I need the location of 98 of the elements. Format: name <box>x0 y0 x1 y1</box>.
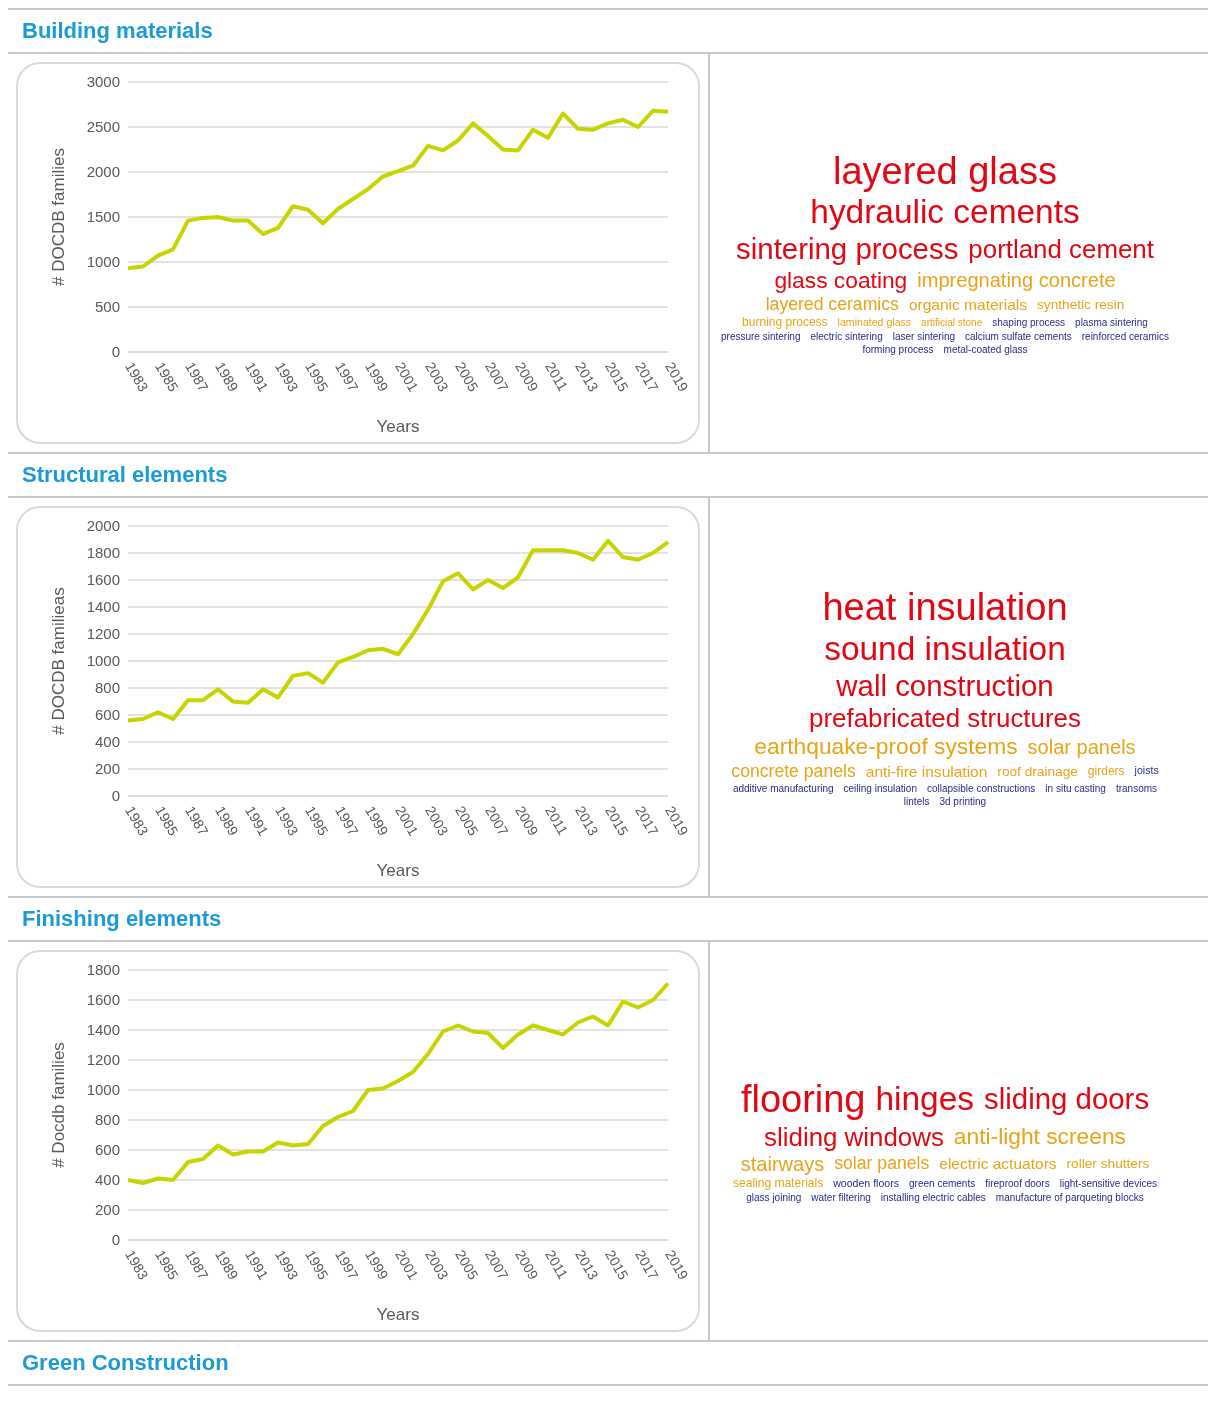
y-tick-label: 200 <box>94 1201 120 1219</box>
text: girders <box>1087 763 1125 778</box>
text: portland cement <box>968 235 1154 264</box>
text: organic materials <box>908 295 1028 313</box>
text: collapsible constructions <box>926 782 1036 794</box>
text: electric actuators <box>939 1155 1057 1173</box>
y-tick-label: 600 <box>94 1141 120 1159</box>
y-tick-label: 0 <box>111 343 120 361</box>
text: earthquake-proof systems <box>754 733 1018 760</box>
text: glass joining <box>746 1192 802 1204</box>
text: sound insulation <box>824 629 1066 668</box>
y-axis-title: # DOCDB families <box>49 148 69 286</box>
y-tick-label: 1600 <box>86 571 120 589</box>
text: stairways <box>740 1152 825 1176</box>
y-tick-label: 1000 <box>86 253 120 271</box>
text: electric sintering <box>810 331 883 343</box>
text: glass coating <box>774 266 908 293</box>
y-tick-label: 1600 <box>86 991 120 1009</box>
text: solar panels <box>834 1153 930 1174</box>
line-series <box>126 981 670 1185</box>
y-tick-label: 0 <box>111 1231 120 1249</box>
chart-title: Building materials <box>8 8 1208 54</box>
y-tick-label: 1800 <box>86 961 120 979</box>
y-tick-label: 400 <box>94 1171 120 1189</box>
text: installing electric cables <box>880 1192 986 1204</box>
y-tick-label: 1400 <box>86 1021 120 1039</box>
y-axis-title: # DOCDB familieas <box>49 587 69 735</box>
y-tick-label: 800 <box>94 679 120 697</box>
text: laser sintering <box>892 331 956 343</box>
y-tick-label: 800 <box>94 1111 120 1129</box>
text: calcium sulfate cements <box>965 331 1072 343</box>
text: hinges <box>875 1080 975 1118</box>
text: sintering process <box>736 232 959 266</box>
text: roof drainage <box>997 763 1078 779</box>
text: shaping process <box>992 317 1066 329</box>
line-series <box>126 108 670 271</box>
y-tick-label: 200 <box>94 760 120 778</box>
text: impregnating concrete <box>917 269 1116 292</box>
y-tick-label: 600 <box>94 706 120 724</box>
text: pressure sintering <box>721 331 801 343</box>
text: artificial stone <box>921 317 983 329</box>
text: prefabricated structures <box>809 704 1081 733</box>
text: fireproof doors <box>985 1178 1050 1190</box>
y-tick-label: 1800 <box>86 544 120 562</box>
text: sliding doors <box>984 1082 1150 1116</box>
text: light-sensitive devices <box>1059 1178 1157 1190</box>
text: lintels <box>903 795 930 807</box>
y-tick-label: 2000 <box>86 163 120 181</box>
text: wall construction <box>836 668 1054 703</box>
text: plasma sintering <box>1075 317 1148 329</box>
text: hydraulic cements <box>810 193 1080 232</box>
text: solar panels <box>1027 735 1136 759</box>
text: transoms <box>1115 782 1158 794</box>
y-tick-label: 1200 <box>86 625 120 643</box>
y-tick-label: 1400 <box>86 598 120 616</box>
text: 3d printing <box>939 795 987 807</box>
y-tick-label: 2000 <box>86 517 120 535</box>
text: wooden floors <box>833 1176 900 1190</box>
text: anti-light screens <box>953 1123 1126 1150</box>
text: sliding windows <box>764 1122 944 1151</box>
text: concrete panels <box>731 760 856 781</box>
text: green cements <box>909 1178 976 1190</box>
text: in situ casting <box>1045 782 1106 794</box>
y-tick-label: 500 <box>94 298 120 316</box>
y-tick-label: 1500 <box>86 208 120 226</box>
text: laminated glass <box>837 315 912 329</box>
chart-title: Structural elements <box>8 452 1208 498</box>
text: layered ceramics <box>765 293 899 315</box>
text: layered glass <box>833 149 1057 193</box>
text: ceiling insulation <box>843 782 917 794</box>
y-tick-label: 400 <box>94 733 120 751</box>
text: roller shutters <box>1066 1156 1150 1172</box>
y-tick-label: 1200 <box>86 1051 120 1069</box>
text: joists <box>1134 764 1159 778</box>
y-tick-label: 1000 <box>86 1081 120 1099</box>
chart-title: Finishing elements <box>8 896 1208 942</box>
y-tick-label: 3000 <box>86 73 120 91</box>
text: synthetic resin <box>1037 296 1125 312</box>
y-tick-label: 0 <box>111 787 120 805</box>
x-axis-title: Years <box>376 1305 420 1324</box>
line-series <box>126 538 670 723</box>
text: forming process <box>862 344 934 356</box>
text: Green Construction <box>8 1340 1208 1386</box>
text: flooring <box>740 1077 866 1121</box>
y-tick-label: 2500 <box>86 118 120 136</box>
text: metal-coated glass <box>943 344 1028 356</box>
x-axis-title: Years <box>376 417 420 436</box>
y-tick-label: 1000 <box>86 652 120 670</box>
text: water filtering <box>811 1192 871 1204</box>
text: heat insulation <box>822 586 1068 629</box>
text: additive manufacturing <box>732 782 834 794</box>
y-axis-title: # Docdb families <box>49 1042 69 1168</box>
text: burning process <box>742 315 828 330</box>
x-axis-title: Years <box>376 861 420 880</box>
text: sealing materials <box>733 1176 824 1191</box>
text: reinforced ceramics <box>1081 331 1169 343</box>
text: manufacture of parqueting blocks <box>995 1192 1144 1204</box>
text: anti-fire insulation <box>865 762 988 780</box>
